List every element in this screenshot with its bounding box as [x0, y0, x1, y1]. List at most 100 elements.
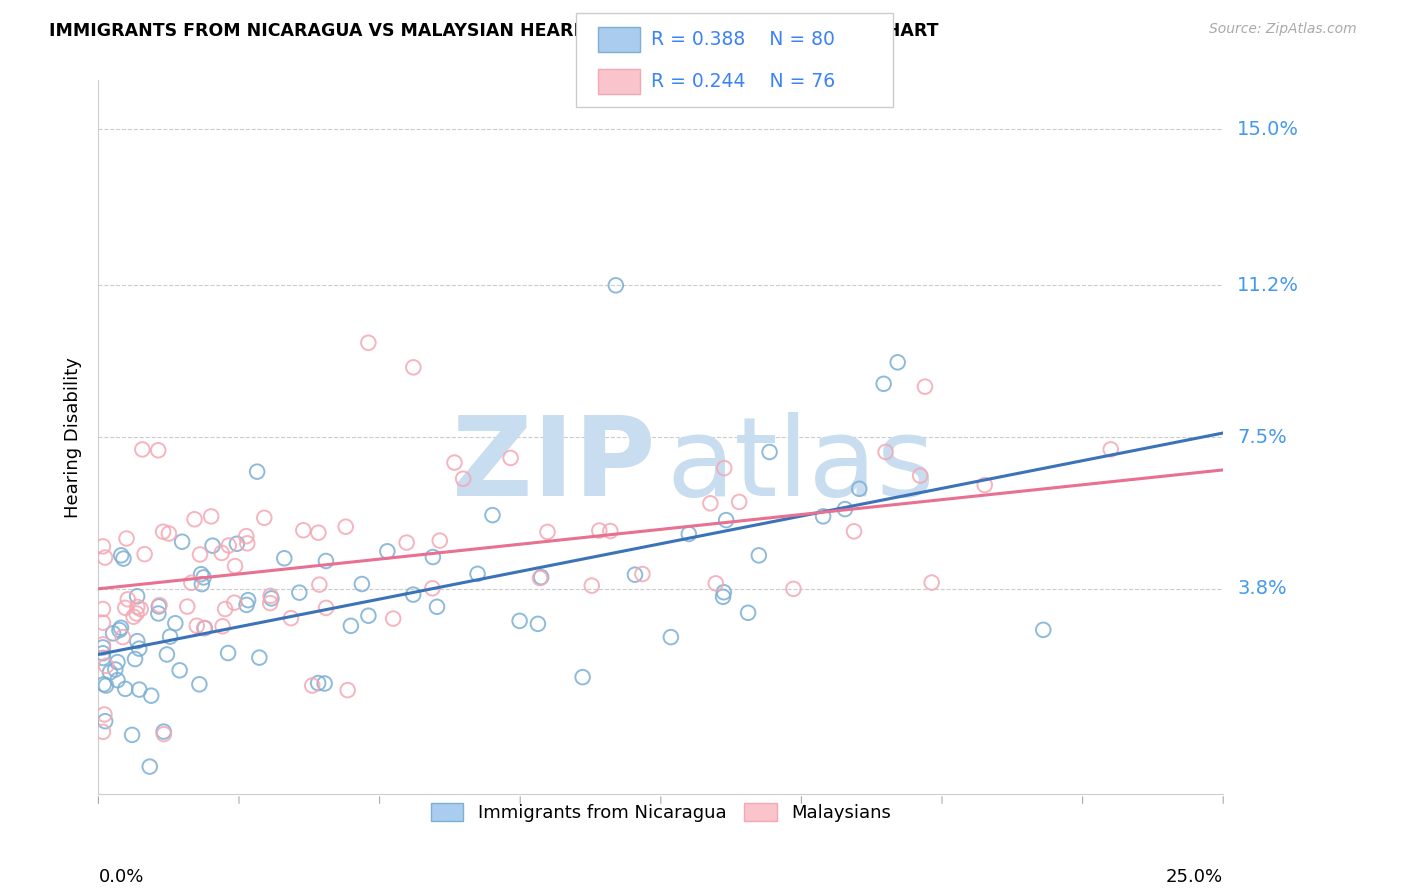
Point [115, 532, 138, 546]
Point [350, 577, 373, 591]
Point [699, 496, 721, 510]
Point [94, 714, 117, 728]
Point [886, 355, 908, 369]
Point [91, 724, 114, 739]
Point [127, 589, 149, 603]
Point [193, 621, 215, 635]
Point [91, 651, 114, 665]
Point [530, 570, 553, 584]
Point [875, 445, 897, 459]
Point [226, 537, 249, 551]
Point [96, 658, 118, 673]
Point [104, 663, 127, 677]
Point [659, 630, 682, 644]
Point [872, 376, 894, 391]
Point [426, 599, 449, 614]
Point [571, 670, 593, 684]
Point [183, 512, 205, 526]
Point [499, 450, 522, 465]
Point [704, 576, 727, 591]
Point [217, 646, 239, 660]
Point [121, 728, 143, 742]
Point [101, 626, 124, 640]
Point [112, 551, 135, 566]
Text: ZIP: ZIP [451, 412, 655, 519]
Point [148, 599, 170, 614]
Text: IMMIGRANTS FROM NICARAGUA VS MALAYSIAN HEARING DISABILITY CORRELATION CHART: IMMIGRANTS FROM NICARAGUA VS MALAYSIAN H… [49, 22, 939, 40]
Point [122, 609, 145, 624]
Point [91, 646, 114, 660]
Point [314, 676, 336, 690]
Point [605, 278, 627, 293]
Legend: Immigrants from Nicaragua, Malaysians: Immigrants from Nicaragua, Malaysians [422, 795, 900, 831]
Point [148, 607, 170, 621]
Point [127, 599, 149, 614]
Point [246, 465, 269, 479]
Point [188, 677, 211, 691]
Point [191, 577, 214, 591]
Point [176, 599, 198, 614]
Point [193, 570, 215, 584]
Y-axis label: Hearing Disability: Hearing Disability [63, 357, 82, 517]
Text: 3.8%: 3.8% [1237, 579, 1286, 599]
Point [156, 648, 179, 662]
Point [914, 379, 936, 393]
Point [357, 335, 380, 350]
Point [336, 683, 359, 698]
Point [1032, 623, 1054, 637]
Point [713, 585, 735, 599]
Point [94, 679, 117, 693]
Point [150, 796, 173, 810]
Point [335, 519, 357, 533]
Point [141, 689, 163, 703]
Point [1099, 442, 1122, 457]
Point [848, 482, 870, 496]
Text: atlas: atlas [666, 412, 935, 519]
Point [124, 652, 146, 666]
Point [200, 509, 222, 524]
Point [224, 596, 246, 610]
Point [148, 598, 170, 612]
Point [194, 621, 217, 635]
Point [451, 472, 474, 486]
Point [834, 502, 856, 516]
Text: R = 0.244    N = 76: R = 0.244 N = 76 [651, 71, 835, 91]
Point [711, 590, 734, 604]
Point [280, 611, 302, 625]
Point [159, 630, 181, 644]
Point [443, 456, 465, 470]
Point [188, 548, 211, 562]
Point [236, 593, 259, 607]
Point [536, 524, 558, 539]
Point [114, 681, 136, 696]
Point [714, 513, 737, 527]
Point [402, 360, 425, 375]
Point [842, 524, 865, 539]
Point [260, 591, 283, 606]
Point [165, 616, 187, 631]
Point [169, 663, 191, 677]
Point [91, 540, 114, 554]
Point [190, 567, 212, 582]
Point [224, 559, 246, 574]
Point [422, 582, 444, 596]
Point [107, 673, 129, 688]
Point [172, 534, 194, 549]
Text: Source: ZipAtlas.com: Source: ZipAtlas.com [1209, 22, 1357, 37]
Point [307, 525, 329, 540]
Point [91, 615, 114, 630]
Point [737, 606, 759, 620]
Point [509, 614, 531, 628]
Point [307, 676, 329, 690]
Point [134, 547, 156, 561]
Point [382, 611, 405, 625]
Point [94, 550, 117, 565]
Point [713, 461, 735, 475]
Point [599, 524, 621, 538]
Point [128, 682, 150, 697]
Point [308, 577, 330, 591]
Point [211, 546, 233, 560]
Point [357, 608, 380, 623]
Text: 15.0%: 15.0% [1237, 120, 1299, 139]
Point [402, 588, 425, 602]
